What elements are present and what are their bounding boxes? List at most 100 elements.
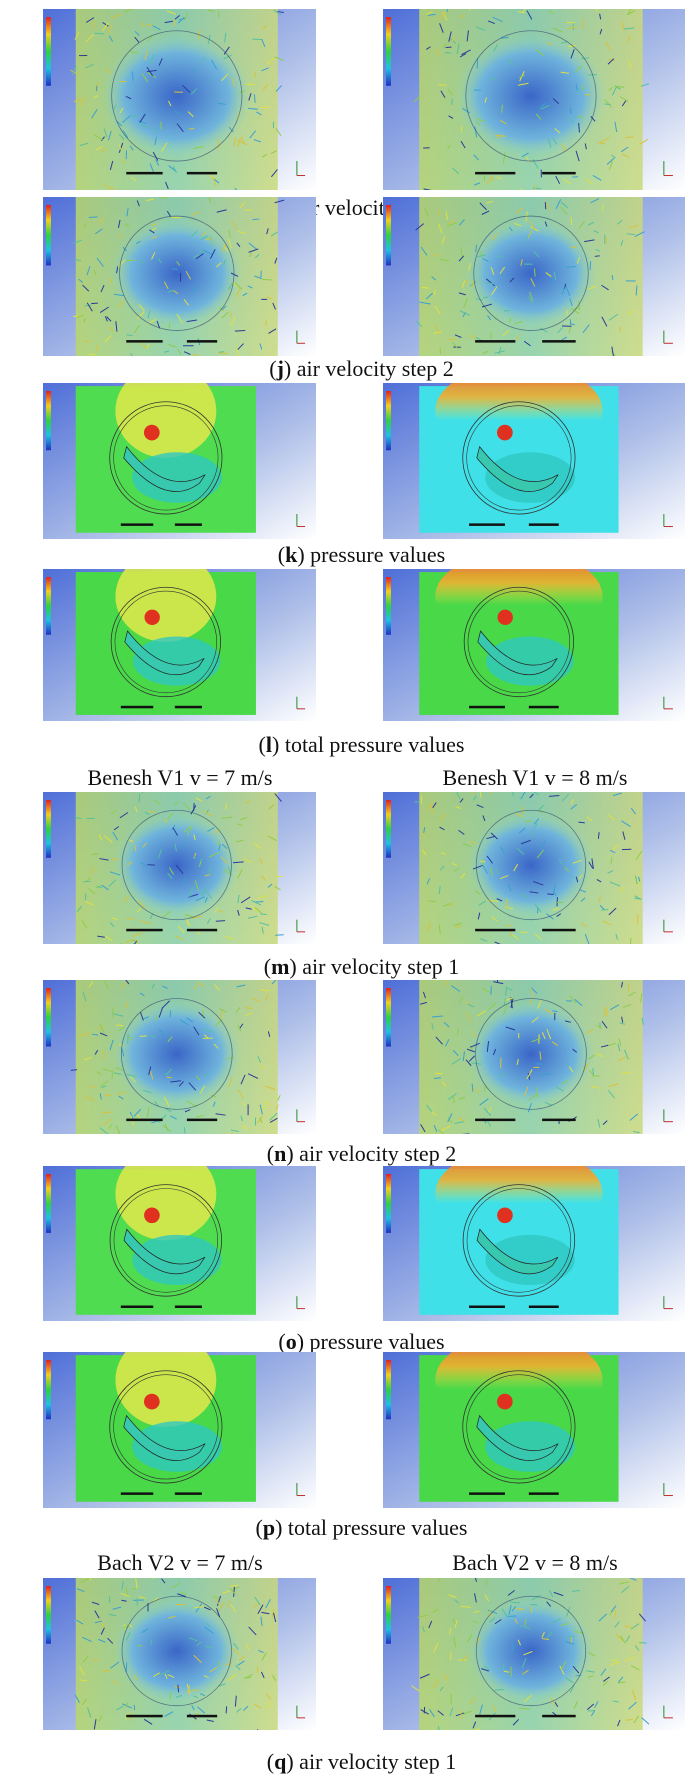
- velocity-vector: [546, 1029, 552, 1040]
- rotor-outline: [465, 30, 597, 162]
- low-pressure-zone: [486, 636, 574, 686]
- velocity-vector: [537, 804, 545, 812]
- velocity-vector: [489, 76, 497, 81]
- velocity-vector: [193, 984, 198, 990]
- velocity-vector: [208, 852, 220, 858]
- velocity-vector: [520, 792, 526, 800]
- velocity-vector: [152, 151, 159, 161]
- velocity-vector: [232, 861, 244, 864]
- velocity-vector: [614, 85, 625, 88]
- velocity-vector: [91, 852, 99, 856]
- velocity-vector: [434, 1077, 442, 1079]
- velocity-vector: [493, 981, 504, 985]
- velocity-vector: [431, 276, 437, 281]
- velocity-vector: [532, 880, 544, 886]
- velocity-vector: [533, 792, 540, 796]
- velocity-vector: [641, 1017, 644, 1025]
- figure-caption: (k) pressure values: [0, 543, 693, 567]
- velocity-vector: [248, 93, 252, 101]
- velocity-vector: [214, 828, 219, 834]
- velocity-vector: [544, 221, 548, 227]
- velocity-vector: [254, 907, 263, 915]
- velocity-vector: [439, 1686, 444, 1692]
- velocity-vector: [204, 1626, 214, 1634]
- simulation-image: [43, 383, 316, 539]
- velocity-vector: [130, 177, 137, 182]
- scale-bar: [528, 1492, 559, 1495]
- velocity-vector: [514, 320, 523, 325]
- velocity-vector: [215, 920, 226, 922]
- velocity-vector: [202, 249, 213, 255]
- velocity-vector: [496, 980, 499, 983]
- scale-bar: [126, 928, 163, 932]
- simulation-image: [383, 1352, 685, 1508]
- velocity-vector: [611, 274, 614, 281]
- velocity-vector: [460, 1605, 471, 1608]
- velocity-vector: [607, 1089, 616, 1099]
- velocity-vector: [201, 886, 207, 896]
- velocity-vector: [564, 1677, 574, 1684]
- velocity-vector: [420, 1124, 426, 1133]
- velocity-vector: [627, 982, 630, 992]
- velocity-vector: [85, 34, 94, 43]
- velocity-vector: [211, 59, 218, 70]
- caption-letter: k: [285, 542, 298, 567]
- velocity-vector: [590, 116, 596, 122]
- velocity-vector: [231, 1648, 240, 1656]
- velocity-vector: [111, 917, 118, 921]
- velocity-vector: [195, 1075, 201, 1081]
- velocity-vector: [76, 1588, 85, 1593]
- legend-colorbar: [386, 1174, 391, 1233]
- velocity-vector: [481, 303, 493, 308]
- velocity-vector: [477, 254, 487, 258]
- velocity-vector: [540, 104, 550, 110]
- legend-colorbar: [46, 1360, 51, 1420]
- velocity-vector: [183, 802, 190, 810]
- vortex: [113, 1598, 240, 1703]
- velocity-vector: [135, 240, 141, 245]
- velocity-vector: [177, 925, 185, 934]
- velocity-vector: [217, 139, 220, 149]
- velocity-vector: [177, 16, 185, 24]
- velocity-vector: [564, 866, 570, 872]
- velocity-vector: [554, 1701, 559, 1708]
- velocity-vector: [533, 250, 540, 258]
- velocity-vector: [157, 849, 163, 859]
- velocity-vector: [82, 1636, 92, 1643]
- velocity-vector: [641, 1717, 650, 1725]
- rotor-outline: [466, 1188, 572, 1293]
- velocity-vector: [236, 242, 241, 248]
- velocity-vector: [261, 39, 266, 47]
- velocity-vector: [459, 310, 470, 316]
- velocity-vector: [202, 810, 213, 817]
- velocity-vector: [604, 103, 611, 106]
- stagnation-point: [496, 1393, 513, 1410]
- velocity-vector: [454, 1620, 458, 1628]
- velocity-vector: [237, 230, 246, 234]
- velocity-vector: [545, 1630, 553, 1640]
- velocity-vector: [572, 1589, 580, 1592]
- velocity-vector: [248, 1626, 257, 1636]
- velocity-vector: [90, 867, 95, 874]
- velocity-vector: [546, 42, 553, 46]
- velocity-vector: [559, 1665, 565, 1675]
- velocity-vector: [113, 104, 117, 110]
- velocity-vector: [572, 1048, 578, 1053]
- velocity-vector: [218, 844, 221, 851]
- velocity-vector: [586, 816, 593, 822]
- velocity-vector: [76, 1619, 84, 1625]
- velocity-vector: [586, 1028, 594, 1035]
- velocity-vector: [154, 136, 157, 145]
- velocity-vector: [83, 222, 87, 228]
- velocity-vector: [268, 804, 275, 810]
- velocity-vector: [460, 873, 466, 879]
- velocity-vector: [226, 1599, 231, 1608]
- velocity-vector: [552, 907, 560, 911]
- velocity-vector: [263, 1100, 270, 1107]
- velocity-vector: [569, 994, 577, 1004]
- velocity-vector: [221, 73, 229, 82]
- velocity-vector: [113, 1072, 122, 1075]
- velocity-vector: [272, 1674, 277, 1681]
- velocity-vector: [531, 1594, 541, 1601]
- velocity-vector: [267, 883, 273, 888]
